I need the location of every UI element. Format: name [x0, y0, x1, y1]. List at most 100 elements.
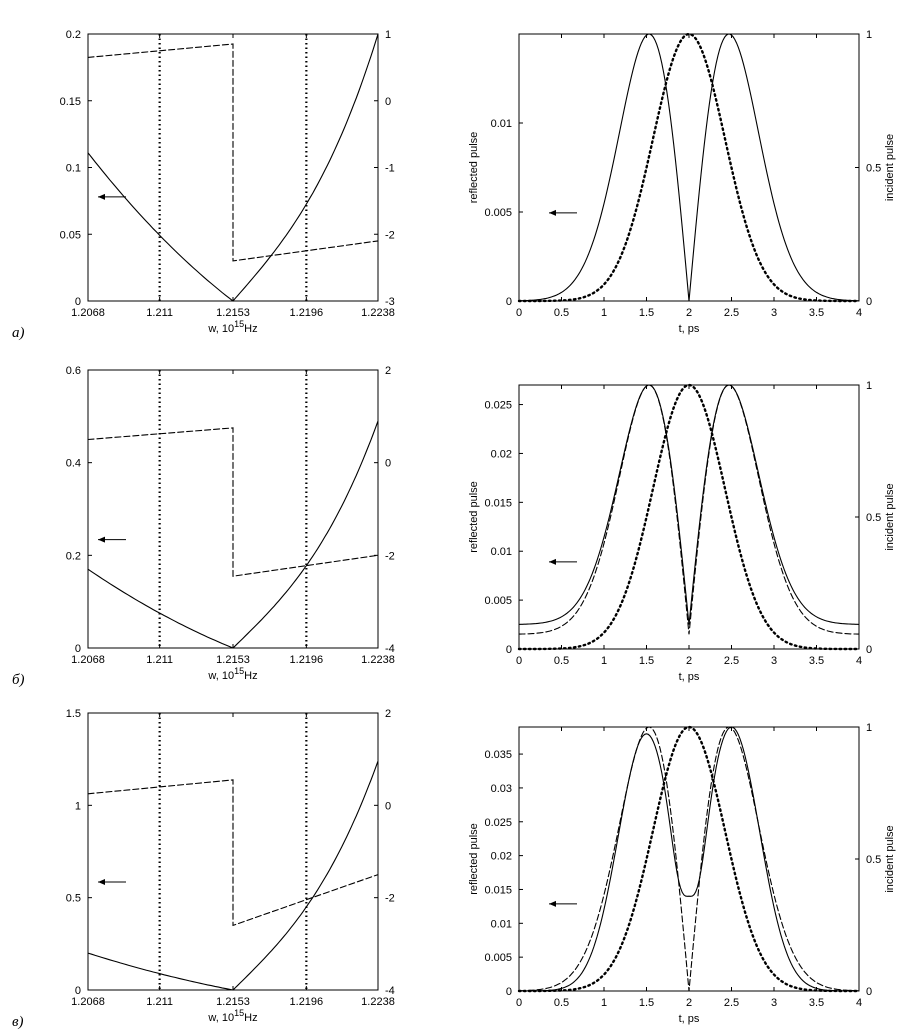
y-axis-label: reflected pulse — [468, 481, 480, 553]
x-tick-label: 4 — [856, 307, 862, 319]
y-tick-label: 0.01 — [491, 118, 512, 130]
y-right-tick-label: 0 — [866, 296, 872, 308]
y-tick-label: 1.5 — [66, 708, 81, 720]
y-right-tick-label: 1 — [866, 380, 872, 392]
x-tick-label: 0 — [516, 307, 522, 319]
chart-c-left: 1.2068 1.211 1.2153 1.2196 1.2238 0 0.5 1 1.5 -4 -… — [12, 708, 395, 1030]
x-tick-label: 2.5 — [724, 655, 739, 667]
x-tick-label: 4 — [856, 655, 862, 667]
y-right-tick-label: -4 — [385, 643, 395, 655]
chart-b-right: 0 0.5 1 1.5 2 2.5 3 3.5 400.0050.010.0150.020.02… — [468, 380, 896, 683]
x-axis-label-unit: Hz — [244, 670, 257, 682]
series-incident — [517, 32, 861, 303]
axis-arrow-head — [549, 558, 556, 565]
plot-frame — [518, 726, 860, 992]
x-axis-label-main: w, 10 — [207, 323, 234, 335]
y-tick-label: 0.4 — [66, 458, 81, 470]
x-tick-label: 2.5 — [724, 997, 739, 1009]
y-right-tick-label: -4 — [385, 985, 395, 997]
x-tick-label: 1.2153 — [216, 307, 250, 319]
series-reflected-ideal — [518, 726, 860, 992]
y-right-tick-label: 2 — [385, 365, 391, 377]
y-tick-label: 0 — [506, 296, 512, 308]
y-right-tick-label: 2 — [385, 708, 391, 720]
x-tick-label: 2 — [686, 655, 692, 667]
y-right-tick-label: 1 — [385, 29, 391, 41]
x-tick-label: 1.211 — [146, 996, 173, 1008]
x-tick-label: 1.2153 — [216, 996, 250, 1008]
x-tick-label: 1.5 — [639, 655, 654, 667]
series-amplitude — [87, 760, 379, 991]
y-axis-label: reflected pulse — [468, 823, 480, 895]
plot-frame — [518, 33, 860, 302]
panel-label: б) — [12, 672, 25, 688]
y-right-axis-label: incident pulse — [884, 483, 896, 550]
x-tick-label: 1.2238 — [361, 307, 395, 319]
y-tick-label: 0 — [75, 296, 81, 308]
y-tick-label: 0.2 — [66, 550, 81, 562]
x-tick-label: 1.2068 — [71, 307, 105, 319]
y-right-tick-label: -2 — [385, 229, 395, 241]
chart-b-left: 1.2068 1.211 1.2153 1.2196 1.2238 0 0.2 0.4 0.6 -… — [12, 365, 395, 688]
y-tick-label: 0.015 — [484, 884, 512, 896]
x-axis-label: w, 1015Hz — [207, 319, 257, 335]
axis-arrow-head — [98, 193, 105, 200]
y-tick-label: 0 — [75, 643, 81, 655]
x-tick-label: 2 — [686, 307, 692, 319]
x-tick-label: 2.5 — [724, 307, 739, 319]
y-right-tick-label: 0.5 — [866, 854, 881, 866]
y-right-tick-label: 0.5 — [866, 512, 881, 524]
y-right-tick-label: 0 — [385, 96, 391, 108]
y-right-tick-label: 1 — [866, 29, 872, 41]
y-tick-label: 0.6 — [66, 365, 81, 377]
y-tick-label: 0.2 — [66, 29, 81, 41]
x-axis-label: w, 1015Hz — [207, 666, 257, 682]
axis-arrow-head — [98, 878, 105, 885]
x-tick-label: 1 — [601, 655, 607, 667]
x-tick-label: 1.2068 — [71, 654, 105, 666]
y-tick-label: 0.03 — [491, 783, 512, 795]
series-incident — [517, 725, 861, 993]
x-tick-label: 1 — [601, 997, 607, 1009]
x-tick-label: 1.2238 — [361, 654, 395, 666]
y-tick-label: 0.035 — [484, 749, 512, 761]
y-tick-label: 0.025 — [484, 400, 512, 412]
y-right-tick-label: -3 — [385, 296, 395, 308]
x-axis-label-main: w, 10 — [207, 1012, 234, 1024]
series-reflected — [518, 384, 860, 625]
axis-arrow-head — [549, 209, 556, 216]
x-axis-label-sup: 15 — [234, 666, 244, 676]
series-phase — [87, 43, 379, 262]
x-tick-label: 0.5 — [554, 997, 569, 1009]
x-tick-label: 3 — [771, 655, 777, 667]
x-tick-label: 4 — [856, 997, 862, 1009]
x-axis-label: t, ps — [679, 323, 700, 335]
series-phase — [87, 779, 379, 927]
x-tick-label: 1.211 — [146, 654, 173, 666]
x-axis-label-main: w, 10 — [207, 670, 234, 682]
series-reflected — [518, 33, 860, 302]
y-tick-label: 1 — [75, 800, 81, 812]
series-phase — [87, 427, 379, 577]
x-tick-label: 3.5 — [809, 307, 824, 319]
axis-arrow-head — [549, 900, 556, 907]
x-axis-label: w, 1015Hz — [207, 1008, 257, 1024]
y-right-tick-label: -1 — [385, 163, 395, 175]
y-tick-label: 0.005 — [484, 952, 512, 964]
x-axis-label: t, ps — [679, 671, 700, 683]
x-axis-label-unit: Hz — [244, 1012, 257, 1024]
panel-label: а) — [12, 325, 25, 341]
y-tick-label: 0.5 — [66, 893, 81, 905]
y-right-tick-label: 0 — [866, 986, 872, 998]
y-right-tick-label: 0.5 — [866, 163, 881, 175]
series-incident — [517, 383, 861, 651]
y-right-tick-label: -2 — [385, 893, 395, 905]
y-tick-label: 0.015 — [484, 497, 512, 509]
x-tick-label: 3 — [771, 997, 777, 1009]
x-tick-label: 3.5 — [809, 655, 824, 667]
x-tick-label: 1.5 — [639, 997, 654, 1009]
y-tick-label: 0.02 — [491, 851, 512, 863]
series-reflected-ideal — [518, 384, 860, 635]
